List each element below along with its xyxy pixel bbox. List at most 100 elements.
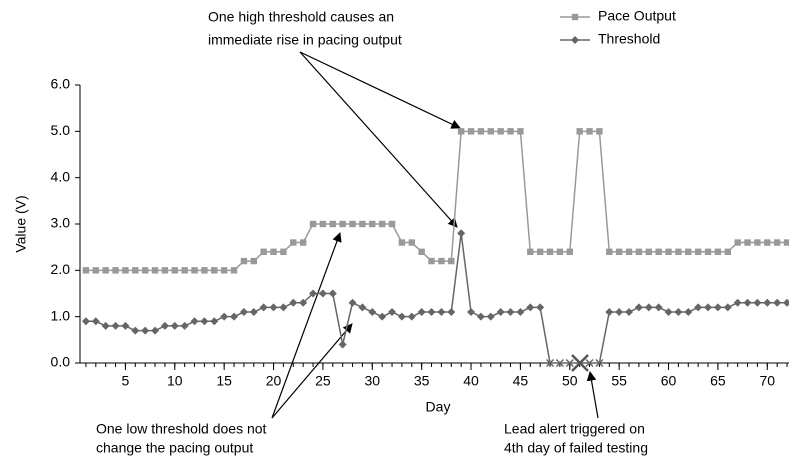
marker: [685, 248, 692, 255]
series-line: [85, 233, 788, 364]
marker: [359, 220, 366, 228]
marker: [724, 248, 731, 255]
marker: [571, 13, 579, 21]
marker: [240, 257, 248, 265]
x-tick-label: 30: [365, 373, 381, 389]
marker: [230, 312, 239, 321]
marker: [92, 267, 99, 274]
plot: 0.0 1.0 2.0 3.0 4.0 5.0 6.0 5 10 15 20 25 30 35 40 45 50…: [51, 76, 789, 389]
marker: [348, 298, 357, 307]
x-tick-label: 15: [216, 373, 232, 389]
marker: [635, 248, 643, 255]
marker: [269, 303, 278, 312]
marker: [279, 303, 288, 312]
x-tick-label: 50: [562, 373, 578, 389]
arrow: [271, 323, 353, 419]
x-tick-label: 40: [463, 373, 479, 389]
marker: [160, 321, 169, 330]
marker: [753, 298, 762, 307]
marker: [546, 248, 554, 255]
marker: [448, 257, 455, 265]
marker: [220, 267, 228, 274]
marker: [81, 317, 90, 326]
annotation: One high threshold causes an: [208, 9, 394, 25]
failed-marker: [585, 358, 594, 368]
marker: [280, 248, 287, 255]
y-tick-label: 2.0: [51, 261, 71, 277]
marker: [328, 289, 337, 298]
marker: [102, 267, 109, 274]
marker: [723, 303, 732, 312]
marker: [388, 220, 396, 228]
marker: [654, 303, 663, 312]
marker: [200, 317, 209, 326]
marker: [773, 298, 782, 307]
marker: [783, 298, 789, 307]
marker: [596, 128, 603, 135]
marker: [615, 248, 623, 255]
marker: [625, 308, 634, 317]
arrow: [271, 232, 342, 419]
marker: [407, 312, 416, 321]
marker: [507, 128, 514, 135]
marker: [171, 267, 178, 274]
marker: [496, 308, 505, 317]
marker: [644, 303, 653, 312]
annotation: immediate rise in pacing output: [208, 32, 402, 48]
marker: [467, 308, 476, 317]
marker: [754, 239, 761, 246]
y-tick-label: 0.0: [51, 354, 71, 370]
marker: [694, 303, 703, 312]
marker: [122, 267, 129, 274]
marker: [418, 248, 425, 255]
marker: [309, 289, 318, 298]
marker: [605, 308, 614, 317]
y-axis-label: Value (V): [13, 195, 29, 252]
marker: [477, 128, 485, 135]
x-tick-label: 45: [513, 373, 529, 389]
marker: [170, 321, 179, 330]
marker: [536, 303, 545, 312]
marker: [566, 248, 573, 255]
x-tick-label: 35: [414, 373, 430, 389]
marker: [497, 128, 504, 135]
series-line: [85, 130, 788, 272]
marker: [338, 340, 347, 349]
y-tick-label: 4.0: [51, 168, 71, 184]
marker: [576, 128, 583, 135]
marker: [486, 312, 495, 321]
marker: [121, 321, 130, 330]
marker: [260, 248, 267, 255]
marker: [675, 248, 682, 255]
marker: [664, 308, 673, 317]
y-tick-label: 1.0: [51, 307, 71, 323]
marker: [517, 128, 524, 135]
marker: [398, 239, 406, 246]
marker: [606, 248, 613, 255]
marker: [438, 257, 445, 265]
marker: [744, 239, 751, 246]
marker: [674, 308, 683, 317]
marker: [132, 267, 139, 274]
marker: [417, 308, 426, 317]
marker: [457, 128, 465, 135]
marker: [190, 317, 199, 326]
marker: [290, 239, 297, 246]
marker: [318, 289, 327, 298]
marker: [230, 267, 238, 274]
marker: [309, 220, 317, 228]
marker: [447, 308, 456, 317]
failed-marker: [565, 358, 574, 368]
marker: [112, 267, 119, 274]
marker: [476, 312, 485, 321]
marker: [773, 239, 781, 246]
marker: [250, 257, 257, 265]
x-tick-label: 70: [759, 373, 775, 389]
arrows: [271, 51, 599, 419]
arrow: [299, 51, 458, 228]
marker: [180, 321, 189, 330]
marker: [388, 308, 397, 317]
arrow: [299, 51, 461, 129]
marker: [220, 312, 229, 321]
